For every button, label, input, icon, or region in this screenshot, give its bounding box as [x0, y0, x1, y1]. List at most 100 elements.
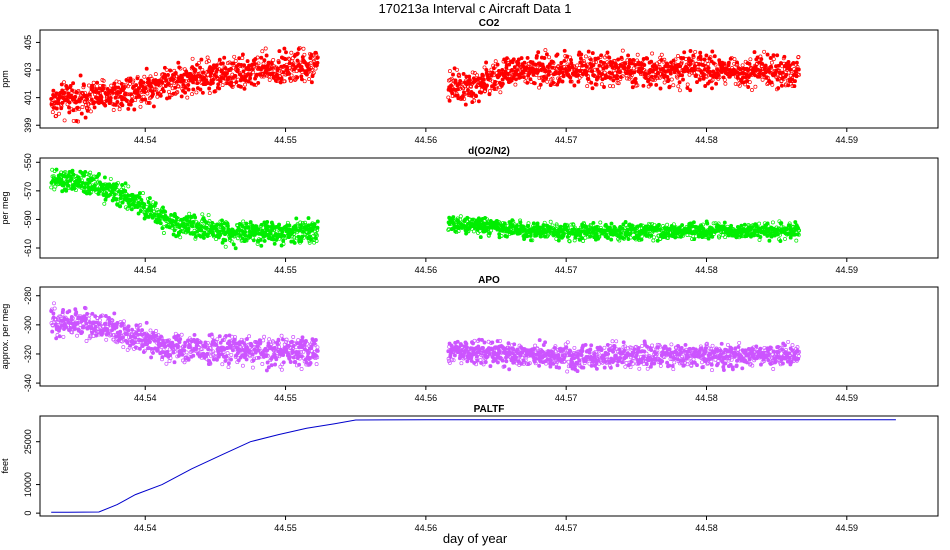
data-point — [259, 55, 264, 60]
data-point — [92, 84, 96, 89]
data-point — [51, 88, 56, 93]
data-point — [568, 75, 573, 80]
data-point — [281, 70, 286, 75]
data-point — [524, 70, 528, 75]
data-point — [590, 86, 595, 91]
data-point — [484, 60, 489, 65]
data-point — [544, 76, 549, 81]
data-point — [186, 87, 191, 92]
data-point — [175, 90, 180, 95]
data-point — [274, 72, 279, 77]
figure-title: 170213a Interval c Aircraft Data 1 — [379, 1, 572, 16]
y-tick-label: -610 — [23, 239, 33, 257]
data-point — [154, 329, 159, 333]
data-point — [453, 80, 458, 85]
data-point — [771, 57, 776, 62]
data-point — [205, 55, 210, 60]
data-point — [67, 100, 72, 105]
data-point — [217, 86, 222, 91]
data-point — [137, 94, 142, 99]
data-point — [162, 65, 167, 70]
data-point — [241, 69, 246, 74]
data-point — [623, 220, 628, 224]
data-point — [268, 231, 273, 236]
data-point — [160, 355, 165, 360]
data-point — [86, 102, 91, 107]
data-point — [306, 61, 311, 66]
data-point — [447, 98, 452, 103]
data-point — [233, 246, 238, 251]
data-point — [649, 59, 654, 64]
data-point — [767, 238, 772, 243]
data-point — [218, 79, 223, 84]
data-point — [759, 57, 764, 62]
data-point — [178, 235, 183, 240]
data-point — [555, 52, 560, 57]
data-point — [287, 223, 292, 228]
data-point — [466, 88, 470, 93]
data-point — [583, 235, 588, 240]
data-point — [269, 61, 274, 66]
data-point — [113, 85, 118, 90]
data-point — [112, 192, 117, 197]
data-point — [282, 46, 287, 51]
data-point — [76, 119, 81, 124]
data-point — [147, 196, 152, 201]
data-point — [102, 84, 107, 89]
data-point — [192, 332, 197, 337]
data-point — [747, 61, 752, 66]
data-point — [548, 219, 553, 224]
data-point — [572, 83, 577, 88]
data-point — [793, 79, 797, 84]
data-point — [512, 65, 517, 70]
data-point — [152, 88, 157, 93]
data-point — [514, 77, 518, 82]
data-point — [214, 63, 219, 68]
data-point — [507, 62, 512, 67]
data-point — [167, 93, 172, 97]
data-point — [108, 176, 113, 181]
data-point — [149, 84, 154, 89]
data-point — [190, 92, 194, 97]
data-point — [153, 201, 158, 206]
data-point — [541, 78, 546, 83]
y-axis-label: approx. per meg — [0, 304, 10, 370]
data-point — [557, 77, 562, 82]
data-point — [715, 67, 720, 72]
data-point — [760, 61, 765, 66]
data-point — [470, 70, 475, 75]
data-point — [757, 221, 762, 226]
data-point — [681, 77, 685, 82]
x-tick-label: 44.58 — [695, 265, 718, 275]
data-point — [293, 78, 297, 82]
data-point — [769, 60, 774, 65]
data-point — [299, 367, 304, 371]
data-point — [292, 240, 297, 245]
data-point — [765, 52, 770, 57]
data-point — [652, 235, 656, 240]
data-point — [186, 82, 191, 87]
data-point — [135, 74, 140, 79]
data-point — [312, 58, 317, 63]
data-point — [145, 342, 150, 347]
data-point — [64, 188, 69, 193]
data-point — [740, 63, 745, 68]
data-point — [688, 88, 693, 93]
data-point — [518, 75, 523, 80]
data-point — [666, 77, 671, 82]
data-point — [462, 96, 467, 101]
data-point — [304, 72, 309, 77]
data-point — [537, 76, 542, 81]
y-tick-label: -300 — [23, 316, 33, 334]
data-point — [676, 54, 680, 58]
data-point — [576, 79, 581, 84]
data-point — [714, 81, 719, 86]
data-point — [309, 80, 314, 85]
data-point — [211, 77, 216, 82]
data-point — [469, 355, 474, 360]
data-point — [315, 55, 320, 60]
data-point — [311, 70, 316, 75]
data-point — [201, 235, 206, 240]
data-point — [216, 66, 221, 71]
